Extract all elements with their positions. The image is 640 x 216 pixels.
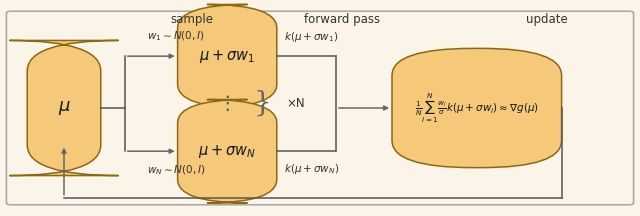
Text: $\mu$: $\mu$ bbox=[58, 99, 70, 117]
Text: $\mu + \sigma w_1$: $\mu + \sigma w_1$ bbox=[199, 48, 255, 65]
Text: $k(\mu + \sigma w_1)$: $k(\mu + \sigma w_1)$ bbox=[284, 30, 339, 44]
FancyBboxPatch shape bbox=[392, 48, 562, 168]
FancyBboxPatch shape bbox=[10, 40, 118, 176]
Text: $\frac{1}{N}\sum_{i=1}^{N}\frac{w_i}{\sigma}k(\mu+\sigma w_i) \approx \nabla g(\: $\frac{1}{N}\sum_{i=1}^{N}\frac{w_i}{\si… bbox=[415, 91, 539, 125]
Text: ⋮: ⋮ bbox=[218, 94, 237, 113]
Text: $w_1 \sim N(0, I)$: $w_1 \sim N(0, I)$ bbox=[147, 30, 205, 43]
Text: sample: sample bbox=[170, 13, 214, 26]
Text: forward pass: forward pass bbox=[305, 13, 380, 26]
Text: $k(\mu + \sigma w_N)$: $k(\mu + \sigma w_N)$ bbox=[284, 162, 339, 176]
Text: ×N: ×N bbox=[287, 97, 305, 110]
Text: $\mu + \sigma w_N$: $\mu + \sigma w_N$ bbox=[198, 143, 256, 160]
Text: }: } bbox=[253, 90, 271, 117]
FancyBboxPatch shape bbox=[6, 11, 634, 205]
Text: $w_N \sim N(0, I)$: $w_N \sim N(0, I)$ bbox=[147, 163, 205, 177]
FancyBboxPatch shape bbox=[177, 100, 277, 203]
FancyBboxPatch shape bbox=[177, 5, 277, 108]
Text: update: update bbox=[526, 13, 568, 26]
